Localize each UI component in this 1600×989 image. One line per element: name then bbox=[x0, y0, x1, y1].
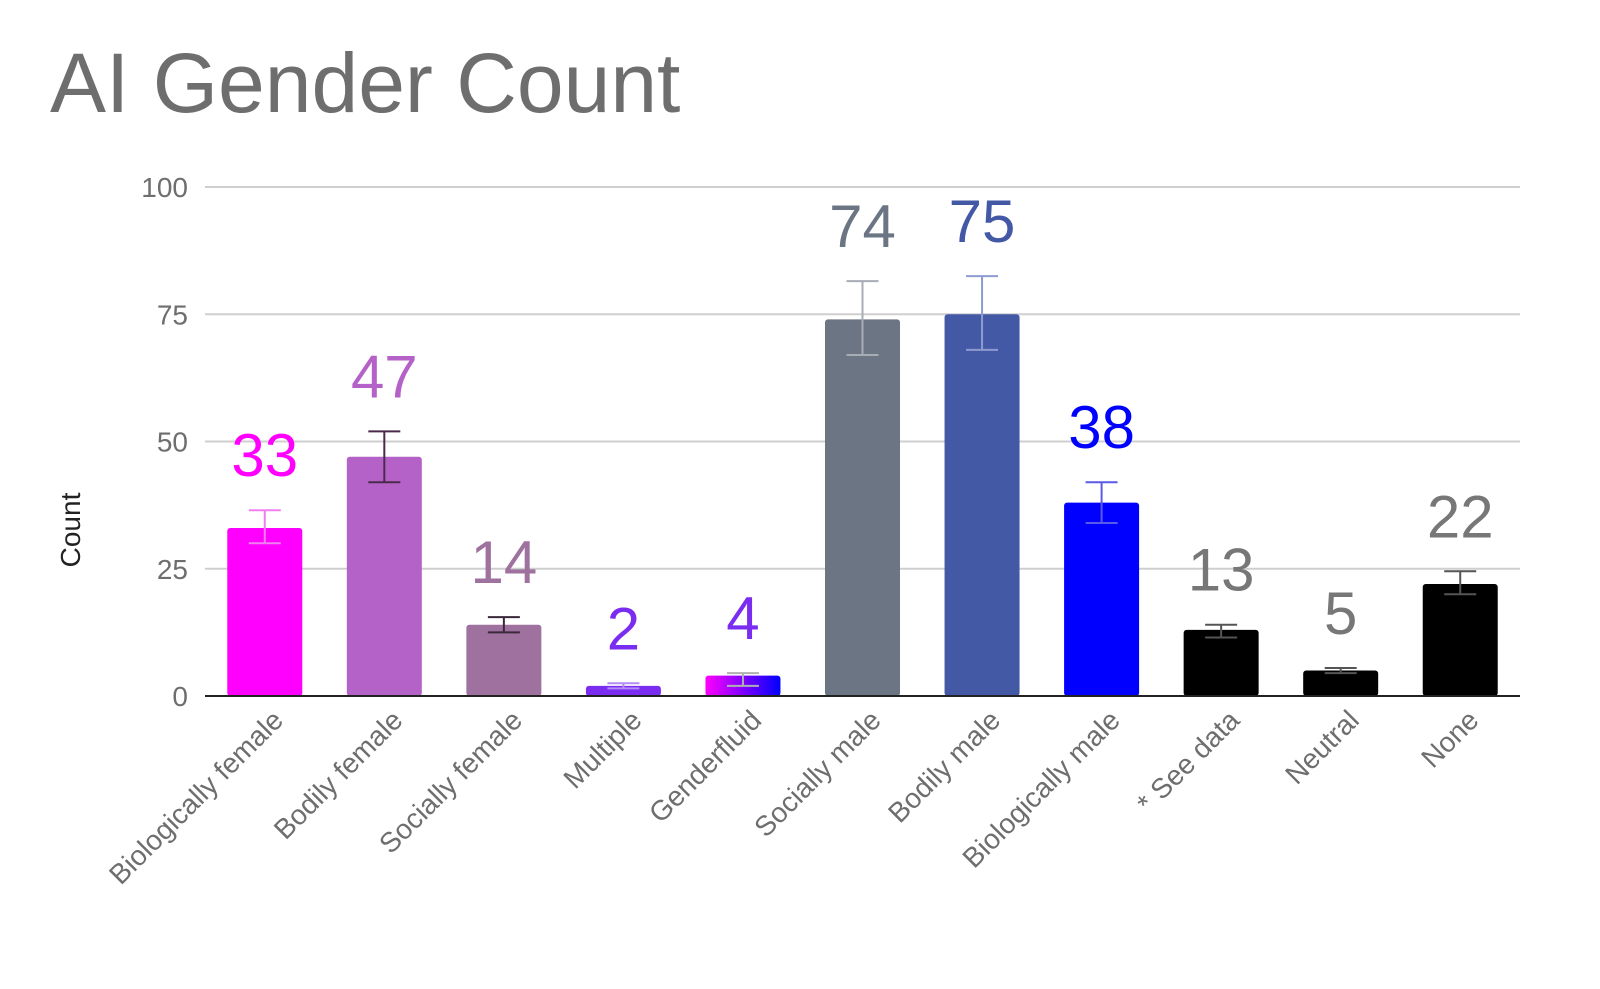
bar-bodily-female bbox=[346, 456, 422, 696]
y-tick-labels: 0 25 50 75 100 bbox=[141, 172, 188, 712]
error-bar bbox=[1205, 623, 1238, 639]
error-bar bbox=[726, 672, 759, 687]
x-tick-label: Multiple bbox=[558, 704, 648, 794]
data-label: 13 bbox=[1188, 537, 1255, 604]
x-tick-label: Neutral bbox=[1279, 704, 1365, 790]
data-label: 5 bbox=[1324, 580, 1357, 647]
data-label: 47 bbox=[351, 343, 418, 410]
error-bar bbox=[846, 280, 879, 356]
bar-bodily-male bbox=[944, 314, 1020, 696]
error-bar bbox=[248, 509, 281, 545]
chart-title: AI Gender Count bbox=[50, 36, 680, 130]
data-label: 4 bbox=[726, 585, 759, 652]
y-tick-label: 50 bbox=[157, 427, 188, 458]
error-bar bbox=[487, 616, 520, 634]
x-tick-label: Genderfluid bbox=[643, 704, 767, 828]
error-bar bbox=[1324, 667, 1357, 675]
error-bar bbox=[1085, 481, 1118, 524]
y-axis-label: Count bbox=[55, 492, 86, 567]
data-label: 14 bbox=[470, 529, 537, 596]
x-tick-label: Socially male bbox=[748, 704, 887, 843]
data-label: 33 bbox=[231, 422, 298, 489]
y-tick-label: 25 bbox=[157, 554, 188, 585]
bar-socially-female bbox=[466, 624, 542, 696]
error-bar bbox=[1444, 570, 1477, 596]
x-tick-label: Biologically female bbox=[103, 704, 289, 890]
data-label: 74 bbox=[829, 193, 896, 260]
data-label: 38 bbox=[1068, 394, 1135, 461]
error-bar bbox=[966, 275, 999, 351]
bars bbox=[227, 314, 1498, 696]
error-bar bbox=[607, 682, 640, 690]
bar-see-data bbox=[1183, 629, 1259, 696]
x-tick-label: None bbox=[1415, 704, 1484, 773]
data-label: 22 bbox=[1427, 483, 1494, 550]
data-label: 2 bbox=[607, 595, 640, 662]
y-tick-label: 75 bbox=[157, 299, 188, 330]
x-tick-label: Bodily male bbox=[882, 704, 1006, 828]
bar-multiple bbox=[585, 685, 661, 696]
error-bar bbox=[368, 430, 401, 484]
bar-none bbox=[1422, 584, 1498, 696]
error-bars bbox=[248, 275, 1477, 690]
y-tick-label: 100 bbox=[141, 172, 188, 203]
data-labels: 33 47 14 2 4 74 75 38 13 5 22 bbox=[231, 188, 1493, 662]
y-tick-label: 0 bbox=[172, 681, 188, 712]
bar-biologically-female bbox=[227, 528, 303, 696]
bar-socially-male bbox=[825, 319, 900, 696]
bar-neutral bbox=[1303, 670, 1379, 696]
data-label: 75 bbox=[949, 188, 1016, 255]
bar-biologically-male bbox=[1064, 502, 1140, 696]
x-tick-label: * See data bbox=[1131, 704, 1246, 819]
